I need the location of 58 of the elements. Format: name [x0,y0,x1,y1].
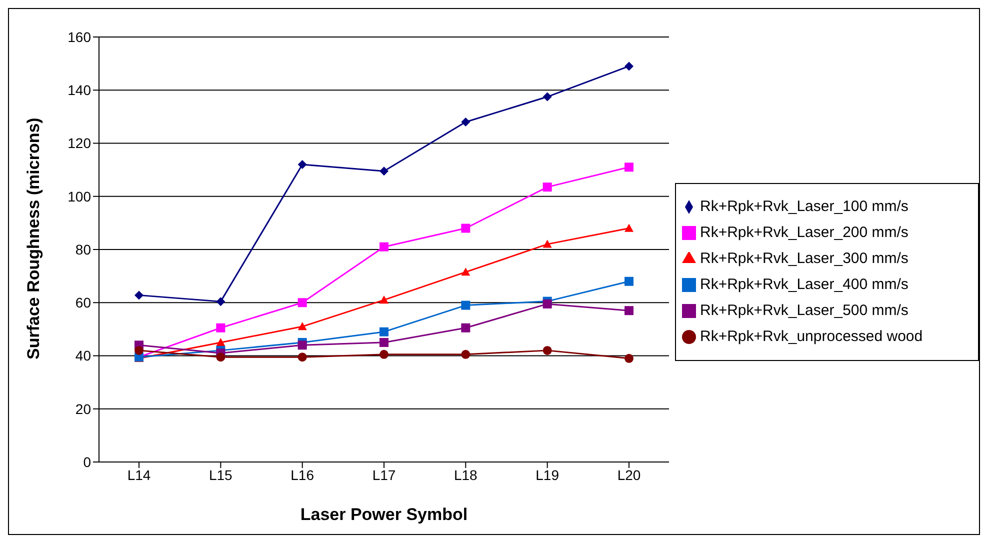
point [624,306,634,316]
point [461,268,470,276]
point [542,182,552,192]
point [216,338,226,346]
x-tick-label: L17 [372,466,396,483]
x-axis-title: Laser Power Symbol [300,505,468,524]
x-tick-label: L18 [454,466,478,483]
legend-label: Rk+Rpk+Rvk_Laser_500 mm/s [700,302,908,318]
y-tick-label: 120 [68,135,92,152]
point [461,350,470,359]
point [380,242,388,252]
x-tick-label: L16 [290,466,314,483]
x-tick-label: L19 [536,466,560,483]
x-tick-label: L15 [208,466,233,483]
point [216,323,226,332]
y-tick-label: 160 [68,28,92,45]
y-tick-label: 140 [68,82,92,98]
point [298,160,307,169]
point [461,224,470,233]
legend-label: Rk+Rpk+Rvk_Laser_400 mm/s [700,276,908,292]
point [380,327,388,336]
point [298,322,307,330]
point [624,162,634,172]
x-tick-label: L20 [617,466,641,483]
legend-label: Rk+Rpk+Rvk_unprocessed wood [700,328,923,344]
point [298,298,307,308]
point [216,297,226,306]
y-tick-label: 20 [75,400,92,417]
point [298,352,307,362]
y-tick-label: 80 [75,241,92,258]
point [298,340,307,350]
point [380,166,388,176]
legend-label: Rk+Rpk+Rvk_Laser_300 mm/s [700,250,908,266]
point [542,346,552,355]
point [380,295,388,304]
point [461,118,470,126]
point [216,352,226,362]
point [461,323,470,332]
point [624,62,634,71]
point [542,299,552,308]
y-tick-label: 60 [75,294,92,311]
point [542,92,552,102]
point [134,290,144,300]
y-tick-label: 40 [75,348,92,364]
point [380,350,388,359]
y-tick-label: 100 [68,188,92,204]
point [380,338,388,347]
x-tick-label: L14 [127,466,151,483]
point [624,354,634,363]
point [624,224,634,232]
point [461,300,470,310]
point [624,276,634,286]
y-axis-title: Surface Roughness (microns) [24,118,44,360]
legend-label: Rk+Rpk+Rvk_Laser_100 mm/s [700,198,908,214]
y-tick-label: 0 [83,454,92,470]
point [542,240,552,248]
point [134,346,144,355]
legend-label: Rk+Rpk+Rvk_Laser_200 mm/s [700,224,908,240]
